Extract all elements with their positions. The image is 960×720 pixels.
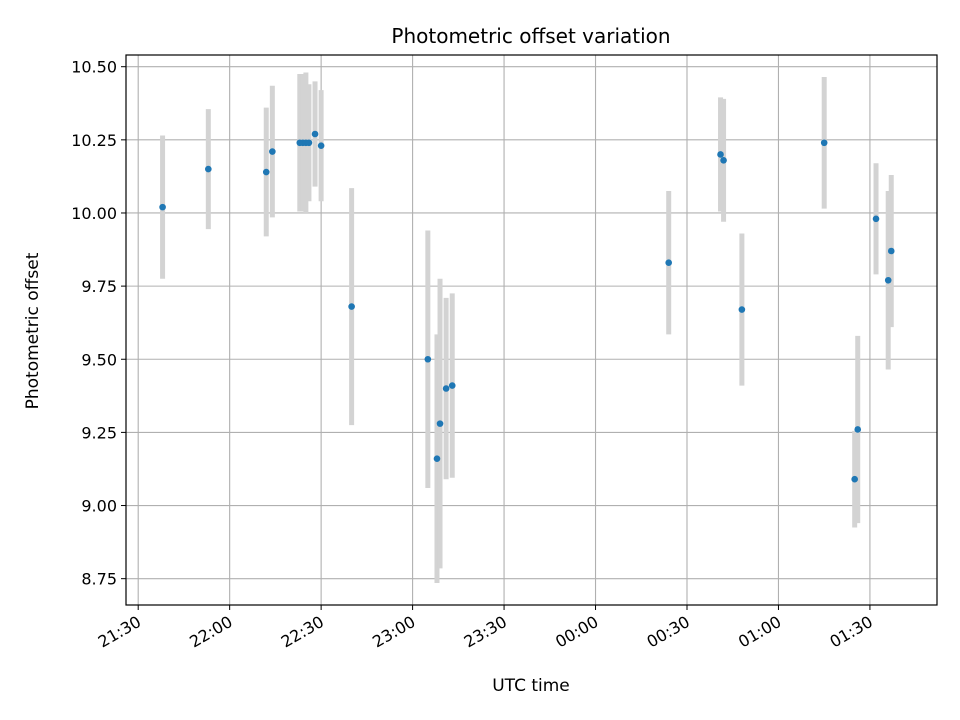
data-point [424,355,432,363]
y-tick-label: 8.75 [81,570,117,589]
data-point [433,455,441,463]
y-axis: 8.75 9.00 9.25 9.50 9.75 10.00 10.25 10.50 [71,58,126,589]
y-tick-label: 10.50 [71,58,117,77]
data-point [884,276,892,284]
data-point [305,139,313,147]
data-point [820,139,828,147]
grid [126,55,937,605]
x-axis-label: UTC time [492,676,570,696]
y-tick-label: 9.25 [81,423,117,442]
data-point [738,306,746,313]
data-point [854,426,862,433]
data-point [872,215,880,223]
data-point [665,259,672,267]
y-tick-label: 9.50 [81,350,117,369]
data-point [269,148,276,155]
y-axis-label: Photometric offset [23,252,43,409]
data-point [262,168,270,176]
data-point [159,203,166,211]
data-point [348,303,355,310]
data-point [205,165,212,173]
y-tick-label: 9.00 [81,497,117,516]
data-point [448,382,456,389]
y-tick-label: 10.00 [71,204,117,223]
data-point [717,151,724,158]
data-points [159,130,895,483]
chart-title: Photometric offset variation [391,24,670,48]
data-point [311,130,319,138]
data-point [317,142,325,149]
data-point [887,247,895,255]
data-point [720,157,727,164]
data-point [442,385,450,392]
plot-frame [125,54,938,606]
data-point [851,475,858,483]
data-point [436,420,444,427]
y-tick-label: 10.25 [71,131,117,150]
y-tick-label: 9.75 [81,277,117,296]
